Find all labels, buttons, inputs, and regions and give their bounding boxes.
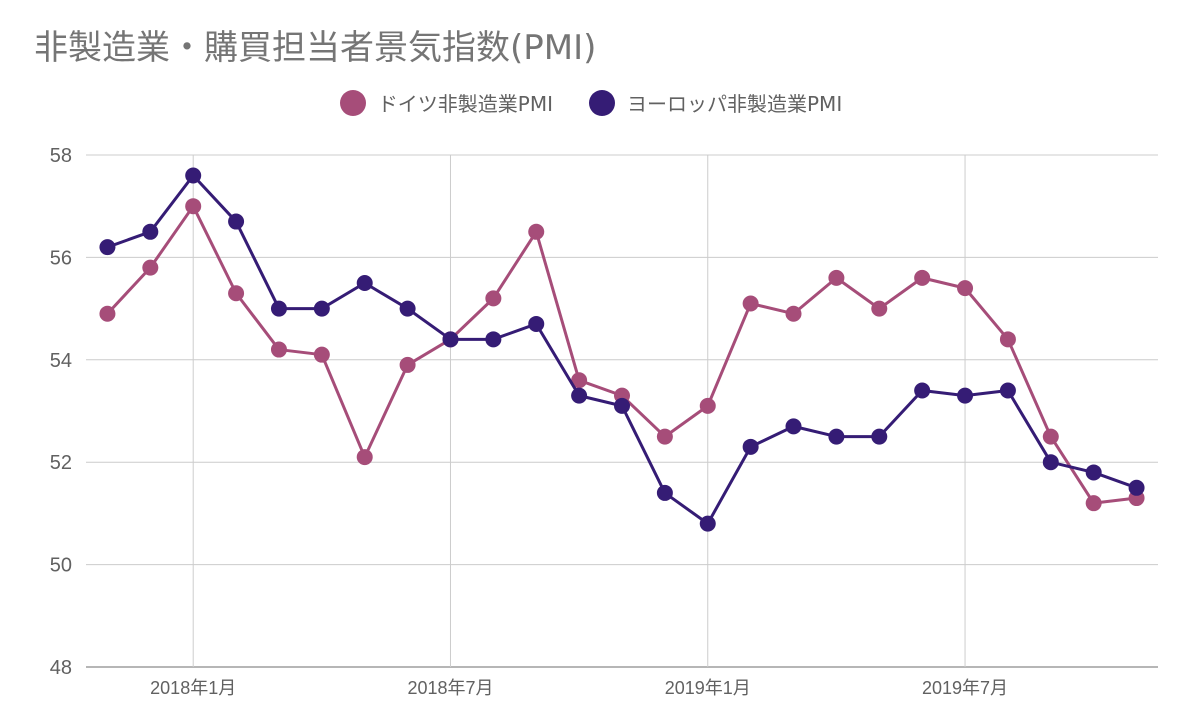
y-tick-label: 48 bbox=[50, 657, 72, 679]
data-point-0[interactable] bbox=[656, 428, 673, 445]
data-point-1[interactable] bbox=[485, 331, 502, 348]
data-point-1[interactable] bbox=[828, 428, 845, 445]
data-point-0[interactable] bbox=[185, 198, 202, 215]
legend-swatch-europe bbox=[589, 89, 615, 116]
data-point-0[interactable] bbox=[399, 356, 416, 373]
data-point-1[interactable] bbox=[1128, 479, 1145, 496]
data-point-0[interactable] bbox=[270, 341, 287, 358]
data-point-0[interactable] bbox=[999, 331, 1016, 348]
legend-item-europe[interactable]: ヨーロッパ非製造業PMI bbox=[589, 88, 842, 117]
y-tick-label: 54 bbox=[50, 350, 72, 372]
legend: ドイツ非製造業PMI ヨーロッパ非製造業PMI bbox=[0, 88, 1182, 117]
data-point-0[interactable] bbox=[571, 372, 588, 389]
data-point-1[interactable] bbox=[871, 428, 888, 445]
y-tick-label: 58 bbox=[50, 145, 72, 167]
data-point-1[interactable] bbox=[142, 223, 159, 240]
data-point-0[interactable] bbox=[957, 280, 974, 297]
data-point-1[interactable] bbox=[399, 300, 416, 317]
data-point-1[interactable] bbox=[1042, 454, 1059, 471]
data-point-0[interactable] bbox=[356, 449, 373, 466]
data-point-0[interactable] bbox=[871, 300, 888, 317]
data-point-0[interactable] bbox=[1085, 495, 1102, 512]
data-point-0[interactable] bbox=[699, 397, 716, 414]
data-point-0[interactable] bbox=[485, 290, 502, 307]
chart-title: 非製造業・購買担当者景気指数(PMI) bbox=[34, 28, 597, 68]
data-point-1[interactable] bbox=[313, 300, 330, 317]
grid-layer bbox=[86, 154, 1158, 668]
axis-layer: 48 50 52 54 56 58 2018年1月 2018年7月 2019年1月 2019年7月 bbox=[50, 145, 1008, 698]
data-point-0[interactable] bbox=[528, 223, 545, 240]
data-point-1[interactable] bbox=[185, 167, 202, 184]
data-point-1[interactable] bbox=[228, 213, 245, 230]
series-layer bbox=[99, 167, 1145, 532]
data-point-1[interactable] bbox=[528, 315, 545, 332]
data-point-0[interactable] bbox=[785, 305, 802, 322]
data-point-1[interactable] bbox=[914, 382, 931, 399]
data-point-0[interactable] bbox=[228, 285, 245, 302]
data-point-1[interactable] bbox=[571, 387, 588, 404]
legend-swatch-germany bbox=[339, 89, 366, 116]
data-point-0[interactable] bbox=[142, 259, 159, 276]
legend-label-germany: ドイツ非製造業PMI bbox=[377, 92, 553, 116]
data-point-1[interactable] bbox=[742, 438, 759, 455]
legend-item-germany[interactable]: ドイツ非製造業PMI bbox=[339, 88, 553, 117]
data-point-1[interactable] bbox=[356, 275, 373, 291]
data-point-1[interactable] bbox=[442, 331, 459, 348]
series-line-1 bbox=[106, 173, 1138, 526]
y-tick-label: 52 bbox=[50, 452, 72, 474]
data-point-0[interactable] bbox=[914, 269, 931, 286]
y-tick-label: 50 bbox=[50, 555, 72, 577]
x-tick-label: 2018年1月 bbox=[150, 678, 236, 698]
series-line-0 bbox=[106, 204, 1137, 505]
data-point-0[interactable] bbox=[313, 346, 330, 363]
data-point-1[interactable] bbox=[614, 397, 630, 414]
data-point-1[interactable] bbox=[1085, 464, 1102, 481]
data-point-1[interactable] bbox=[656, 484, 673, 501]
data-point-0[interactable] bbox=[742, 295, 759, 312]
x-tick-label: 2019年1月 bbox=[665, 678, 751, 698]
x-tick-label: 2019年7月 bbox=[922, 678, 1008, 698]
data-point-1[interactable] bbox=[785, 418, 802, 435]
data-point-1[interactable] bbox=[99, 239, 116, 256]
y-tick-label: 56 bbox=[50, 247, 72, 269]
data-point-1[interactable] bbox=[270, 300, 287, 317]
data-point-0[interactable] bbox=[828, 269, 845, 286]
legend-label-europe: ヨーロッパ非製造業PMI bbox=[627, 92, 843, 116]
data-point-0[interactable] bbox=[99, 305, 116, 322]
data-point-0[interactable] bbox=[1042, 428, 1059, 445]
data-point-1[interactable] bbox=[699, 515, 716, 532]
data-point-1[interactable] bbox=[999, 382, 1016, 399]
data-point-1[interactable] bbox=[957, 387, 974, 404]
x-tick-label: 2018年7月 bbox=[407, 678, 493, 698]
